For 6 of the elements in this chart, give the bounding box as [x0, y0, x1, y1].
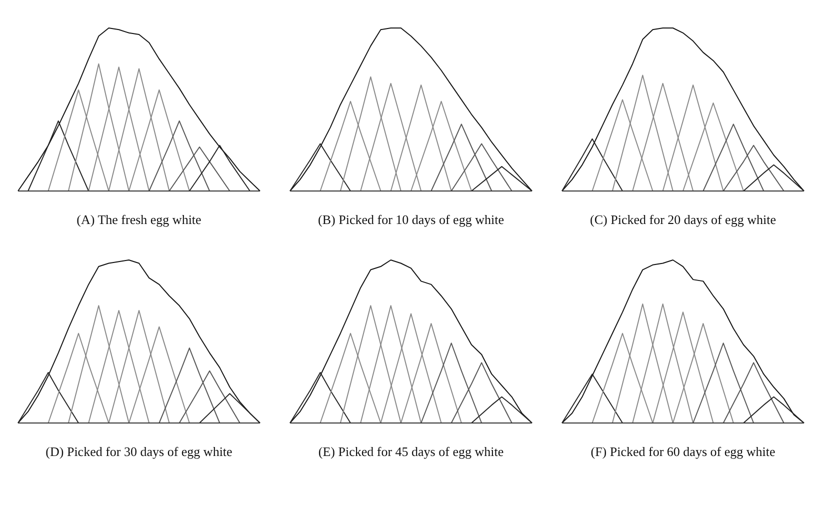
text: (D) Picked for 30 days of egg white	[44, 444, 234, 460]
text: (C) Picked for 20 days of egg white	[589, 212, 777, 228]
text: (F) Picked for 60 days of egg white	[590, 444, 776, 460]
text: (E) Picked for 45 days of egg white	[317, 444, 505, 460]
text: (B) Picked for 10 days of egg white	[317, 212, 505, 228]
text: (A) The fresh egg white	[76, 212, 202, 228]
